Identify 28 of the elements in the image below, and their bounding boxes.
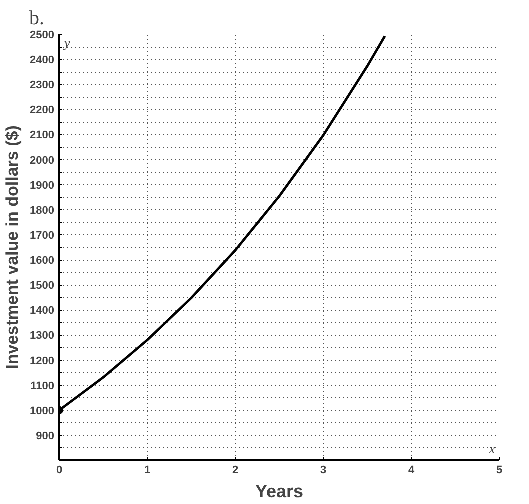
y-tick-label: 2400 [30, 54, 55, 67]
y-tick-label: 1600 [30, 255, 55, 268]
y-tick-label: 1000 [30, 405, 55, 418]
y-tick-label: 1100 [30, 380, 55, 392]
y-tick-label: 1700 [30, 230, 55, 242]
y-axis-title: Investment value in dollars ($) [3, 126, 22, 370]
x-tick-label: 5 [496, 464, 503, 476]
y-tick-label: 1800 [30, 204, 55, 217]
chart-title: b. [30, 8, 44, 30]
y-tick-label: 2100 [30, 130, 55, 142]
y-tick-label: 2500 [30, 30, 55, 42]
y-tick-label: 2000 [30, 154, 55, 167]
y-tick-label: 1900 [30, 180, 55, 192]
y-tick-label: 1200 [30, 355, 55, 368]
y-tick-label: 1400 [30, 305, 55, 318]
y-tick-label: 1300 [30, 330, 55, 342]
x-axis-title: Years [255, 482, 304, 502]
x-tick-label: 2 [232, 464, 239, 476]
y-tick-label: 900 [36, 430, 55, 442]
x-tick-label: 0 [56, 464, 63, 476]
x-tick-label: 3 [320, 464, 327, 476]
annotation: y [62, 36, 70, 50]
annotation: x [488, 442, 496, 456]
x-tick-label: 4 [408, 464, 416, 476]
x-tick-label: 1 [144, 464, 151, 476]
y-tick-label: 1500 [30, 280, 55, 292]
y-tick-label: 2200 [30, 104, 55, 117]
y-tick-label: 2300 [30, 80, 55, 92]
